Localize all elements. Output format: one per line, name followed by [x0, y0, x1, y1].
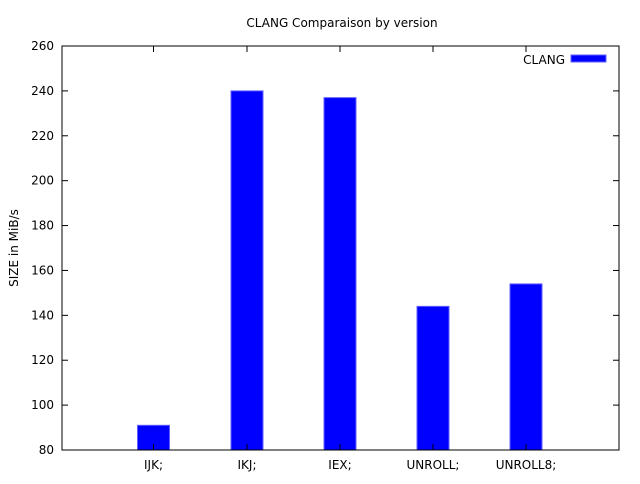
y-tick-label: 260	[31, 39, 54, 53]
y-tick-label: 160	[31, 263, 54, 277]
y-tick-label: 200	[31, 174, 54, 188]
bar	[230, 90, 264, 451]
legend-swatch	[570, 54, 607, 63]
x-tick-label: UNROLL;	[407, 458, 460, 472]
x-tick-label: UNROLL8;	[496, 458, 557, 472]
y-axis-label: SIZE in MiB/s	[7, 209, 21, 287]
bar	[323, 97, 357, 451]
y-tick-label: 180	[31, 219, 54, 233]
y-tick-label: 140	[31, 308, 54, 322]
legend-label: CLANG	[523, 53, 565, 67]
bar	[416, 305, 450, 451]
x-tick-label: IEX;	[328, 458, 351, 472]
chart-title: CLANG Comparaison by version	[246, 16, 437, 30]
bar	[509, 283, 543, 451]
y-tick-label: 220	[31, 129, 54, 143]
y-tick-label: 240	[31, 84, 54, 98]
x-tick-label: IKJ;	[238, 458, 257, 472]
y-tick-label: 80	[39, 443, 54, 457]
y-tick-label: 100	[31, 398, 54, 412]
y-tick-label: 120	[31, 353, 54, 367]
x-tick-label: IJK;	[144, 458, 163, 472]
